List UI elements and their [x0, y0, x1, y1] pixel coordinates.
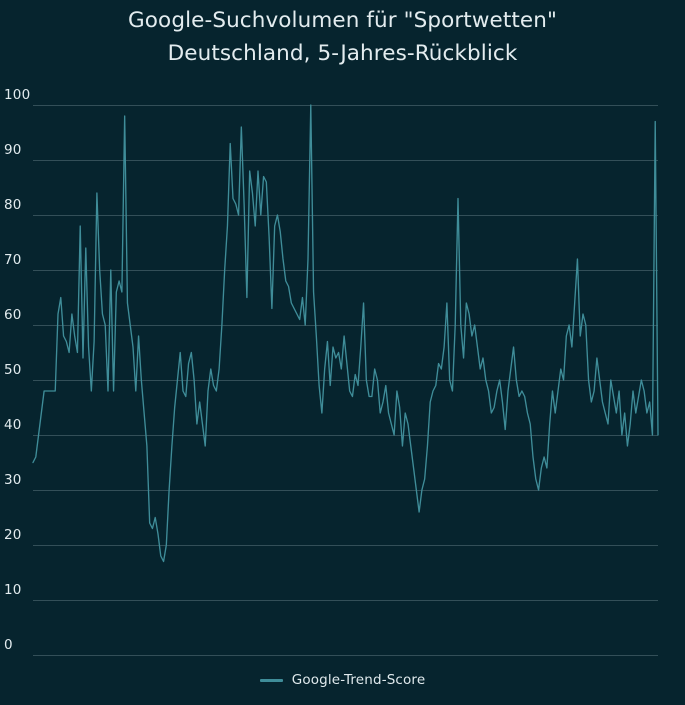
plot-area — [32, 104, 659, 656]
gridline-50 — [33, 380, 658, 381]
y-tick-label-40: 40 — [4, 417, 22, 433]
gridline-30 — [33, 490, 658, 491]
gridline-60 — [33, 325, 658, 326]
gridline-70 — [33, 270, 658, 271]
gridline-80 — [33, 215, 658, 216]
y-tick-label-30: 30 — [4, 472, 22, 488]
gridline-0 — [33, 655, 658, 656]
y-tick-label-80: 80 — [4, 197, 22, 213]
y-tick-label-60: 60 — [4, 307, 22, 323]
y-tick-label-100: 100 — [4, 87, 31, 103]
line-series-google-trend-score — [32, 104, 659, 563]
series-polyline — [32, 104, 659, 563]
chart-title-line-1: Google-Suchvolumen für "Sportwetten" — [128, 8, 557, 33]
y-tick-label-70: 70 — [4, 252, 22, 268]
gridline-10 — [33, 600, 658, 601]
gridline-90 — [33, 160, 658, 161]
chart-title-line-2: Deutschland, 5-Jahres-Rückblick — [167, 41, 518, 66]
y-tick-label-90: 90 — [4, 142, 22, 158]
gridline-40 — [33, 435, 658, 436]
chart-legend: Google-Trend-Score — [0, 672, 685, 688]
gridline-20 — [33, 545, 658, 546]
legend-line-marker — [259, 678, 283, 682]
y-tick-label-0: 0 — [4, 637, 13, 653]
y-tick-label-10: 10 — [4, 582, 22, 598]
legend-label-google-trend-score: Google-Trend-Score — [291, 672, 426, 688]
y-tick-label-50: 50 — [4, 362, 22, 378]
chart-title-block: Google-Suchvolumen für "Sportwetten" Deu… — [0, 4, 685, 70]
gridline-100 — [33, 105, 658, 106]
y-tick-label-20: 20 — [4, 527, 22, 543]
